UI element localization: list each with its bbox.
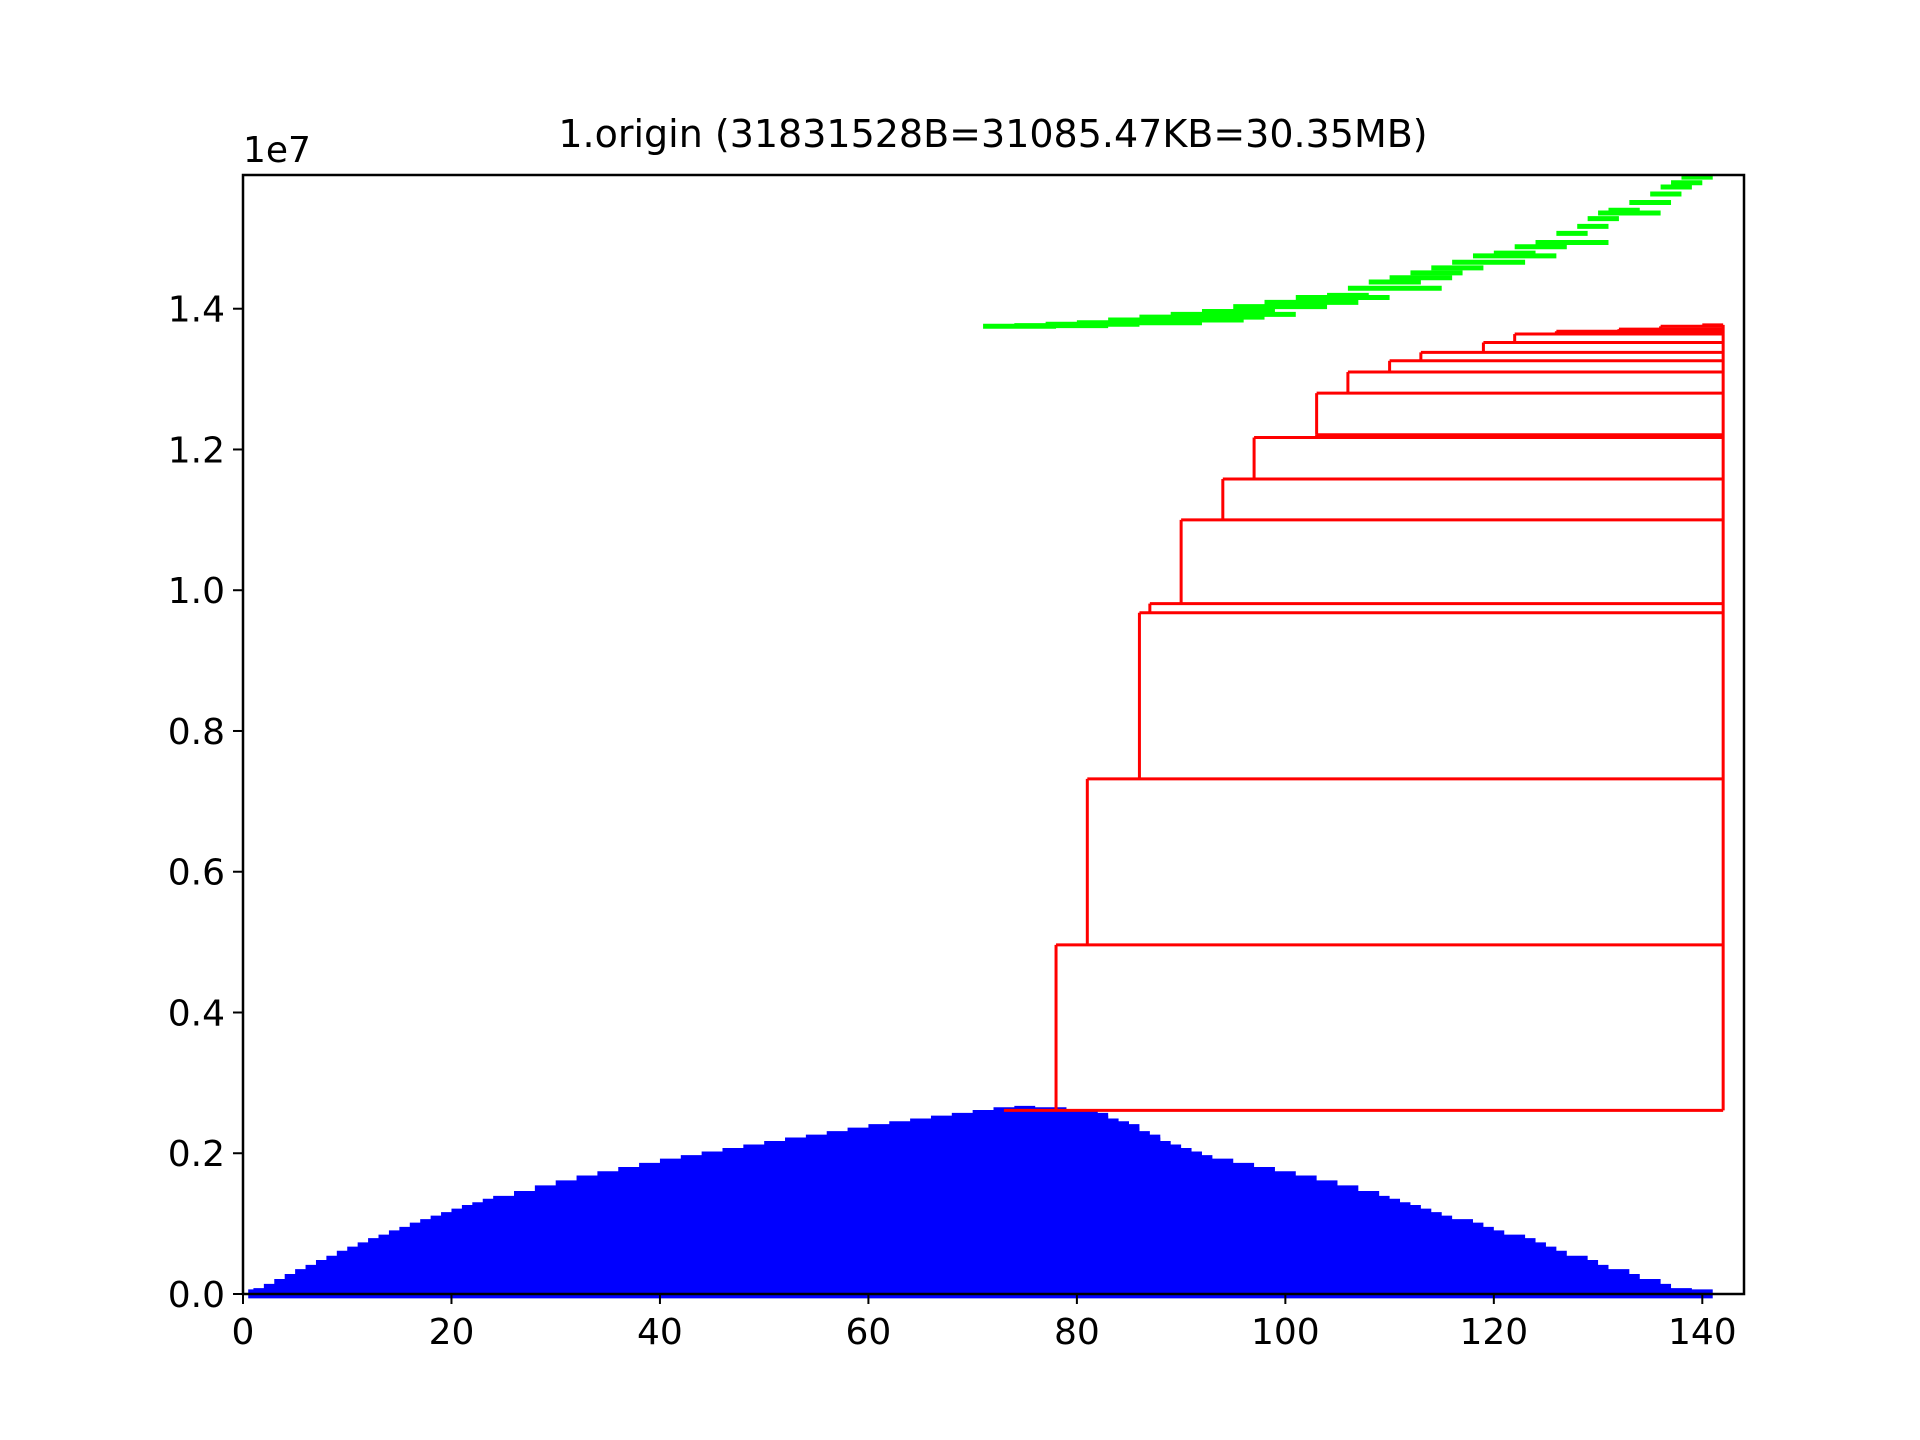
x-tick-label: 40 xyxy=(637,1312,683,1353)
y-tick-label: 0.6 xyxy=(168,853,225,894)
axes-frame xyxy=(241,173,1746,1296)
x-tick-label: 140 xyxy=(1668,1312,1737,1353)
y-tick-label: 0.4 xyxy=(168,993,225,1034)
x-tick-label: 120 xyxy=(1459,1312,1528,1353)
data-segments xyxy=(248,174,1725,1299)
x-tick-label: 0 xyxy=(232,1312,255,1353)
y-tick-label: 0.8 xyxy=(168,712,225,753)
y-tick-label: 1.2 xyxy=(168,430,225,471)
chart-title: 1.origin (31831528B=31085.47KB=30.35MB) xyxy=(558,112,1427,156)
series-0 xyxy=(248,1105,1713,1299)
y-tick-label: 0.2 xyxy=(168,1134,225,1175)
x-tick-label: 60 xyxy=(846,1312,892,1353)
x-tick-label: 80 xyxy=(1054,1312,1100,1353)
x-tick-label: 20 xyxy=(429,1312,475,1353)
axes: 0 20 40 60 80 100 120 140 0.0 0.2 0.4 0.6 0.8 1.0 1.2 1… xyxy=(168,173,1746,1353)
y-tick-label: 1.4 xyxy=(168,290,225,331)
x-tick-label: 100 xyxy=(1251,1312,1320,1353)
series-2 xyxy=(983,174,1713,329)
series-1 xyxy=(1003,323,1725,1112)
y-axis-offset-label: 1e7 xyxy=(243,130,311,171)
y-tick-label: 1.0 xyxy=(168,571,225,612)
y-tick-label: 0.0 xyxy=(168,1275,225,1316)
